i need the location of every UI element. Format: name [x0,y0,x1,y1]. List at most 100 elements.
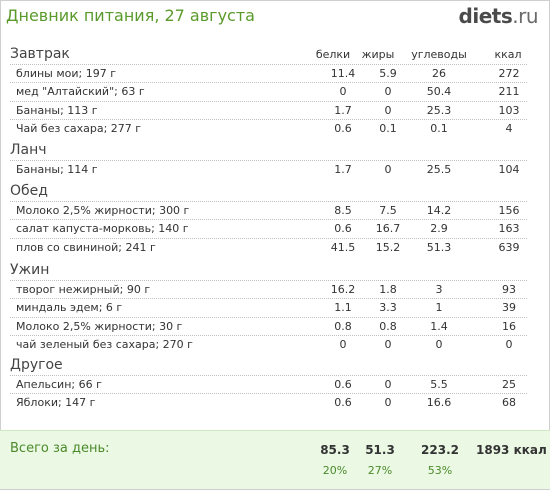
food-kcal: 0 [505,337,513,351]
food-fat: 0 [384,103,392,117]
column-header-kcal: ккал [494,48,522,61]
food-carbs: 26 [432,67,446,80]
food-name: блины мои; 197 г [16,67,116,80]
meal-section-title: Ужин [10,262,50,278]
site-logo[interactable]: diets.ru [458,4,539,28]
food-row[interactable]: Бананы; 113 г 1.7 0 25.3 103 [10,100,527,119]
column-header-protein: белки [315,48,351,61]
food-kcal: 16 [502,319,516,333]
food-protein: 0.6 [334,222,352,236]
food-row[interactable]: Молоко 2,5% жирности; 30 г 0.8 0.8 1.4 16 [10,316,527,335]
food-row[interactable]: чай зеленый без сахара; 270 г 0 0 0 0 [10,334,527,353]
carbs-percent: 53% [427,464,453,477]
meal-section-title: Другое [10,357,63,373]
food-protein: 1.1 [334,301,352,315]
total-protein: 85.3 [320,443,350,457]
food-carbs: 1.4 [430,319,448,333]
food-carbs: 3 [435,283,443,296]
food-fat: 3.3 [379,301,397,315]
food-row[interactable]: блины мои; 197 г 11.4 5.9 26 272 [10,64,527,82]
food-kcal: 103 [498,103,520,117]
food-carbs: 0 [435,337,443,351]
food-name: плов со свининой; 241 г [16,240,156,254]
food-fat: 0 [384,378,392,391]
food-name: Чай без сахара; 277 г [16,121,142,135]
food-kcal: 156 [498,204,520,217]
food-fat: 16.7 [375,222,401,236]
food-kcal: 211 [498,85,520,99]
food-carbs: 2.9 [430,222,448,236]
column-header-carbs: углеводы [411,48,467,61]
food-name: миндаль эдем; 6 г [16,301,123,315]
total-kcal: 1893 ккал [476,443,547,457]
food-row[interactable]: творог нежирный; 90 г 16.2 1.8 3 93 [10,280,527,298]
food-carbs: 5.5 [430,378,448,391]
food-carbs: 14.2 [426,204,452,217]
food-protein: 11.4 [330,67,356,80]
food-name: Молоко 2,5% жирности; 300 г [16,204,190,217]
food-kcal: 68 [502,396,516,410]
food-name: Бананы; 113 г [16,103,98,117]
food-fat: 0.1 [379,121,397,135]
food-kcal: 25 [502,378,516,391]
food-fat: 5.9 [379,67,397,80]
daily-totals: Всего за день: 85.3 51.3 223.2 1893 ккал… [0,430,550,489]
food-protein: 16.2 [330,283,356,296]
fat-percent: 27% [367,464,393,477]
food-carbs: 25.3 [426,103,452,117]
food-row[interactable]: плов со свининой; 241 г 41.5 15.2 51.3 639 [10,237,527,256]
totals-label: Всего за день: [10,441,110,456]
food-row[interactable]: салат капуста-морковь; 140 г 0.6 16.7 2.9 16… [10,219,527,237]
food-fat: 15.2 [375,240,401,254]
food-carbs: 0.1 [430,121,448,135]
food-kcal: 104 [498,163,520,176]
food-kcal: 39 [502,301,516,315]
total-carbs: 223.2 [421,443,459,457]
food-fat: 1.8 [379,283,397,296]
food-protein: 41.5 [330,240,356,254]
logo-main: diets [458,4,513,28]
food-protein: 0 [339,85,347,99]
food-carbs: 51.3 [426,240,452,254]
food-name: Апельсин; 66 г [16,378,102,391]
food-name: Бананы; 114 г [16,163,98,176]
column-header-fat: жиры [361,48,395,61]
food-protein: 1.7 [334,163,352,176]
food-kcal: 93 [502,283,516,296]
food-kcal: 163 [498,222,520,236]
food-row[interactable]: Яблоки; 147 г 0.6 0 16.6 68 [10,393,527,411]
food-kcal: 4 [505,121,513,135]
food-row[interactable]: Бананы; 114 г 1.7 0 25.5 104 [10,160,527,178]
food-kcal: 272 [498,67,520,80]
food-name: творог нежирный; 90 г [16,283,151,296]
food-fat: 0 [384,396,392,410]
food-row[interactable]: Чай без сахара; 277 г 0.6 0.1 0.1 4 [10,118,527,137]
food-protein: 0.6 [334,378,352,391]
food-kcal: 639 [498,240,520,254]
food-protein: 0.6 [334,121,352,135]
food-protein: 1.7 [334,103,352,117]
meal-section-title: Ланч [10,142,47,158]
food-row[interactable]: Молоко 2,5% жирности; 300 г 8.5 7.5 14.2 156 [10,201,527,219]
food-fat: 0 [384,337,392,351]
page-title: Дневник питания, 27 августа [6,6,255,25]
food-protein: 0.6 [334,396,352,410]
food-row[interactable]: Апельсин; 66 г 0.6 0 5.5 25 [10,375,527,393]
food-fat: 7.5 [379,204,397,217]
food-protein: 0 [339,337,347,351]
food-name: Молоко 2,5% жирности; 30 г [16,319,183,333]
food-protein: 8.5 [334,204,352,217]
food-fat: 0.8 [379,319,397,333]
food-carbs: 25.5 [426,163,452,176]
food-name: Яблоки; 147 г [16,396,96,410]
meal-section-title: Обед [10,183,48,199]
food-row[interactable]: мед "Алтайский"; 63 г 0 0 50.4 211 [10,82,527,100]
total-fat: 51.3 [365,443,395,457]
meal-section-title: Завтрак [10,46,70,62]
food-row[interactable]: миндаль эдем; 6 г 1.1 3.3 1 39 [10,298,527,316]
food-carbs: 1 [435,301,443,315]
logo-tld: .ru [512,4,538,28]
food-fat: 0 [384,163,392,176]
food-protein: 0.8 [334,319,352,333]
food-name: чай зеленый без сахара; 270 г [16,337,193,351]
